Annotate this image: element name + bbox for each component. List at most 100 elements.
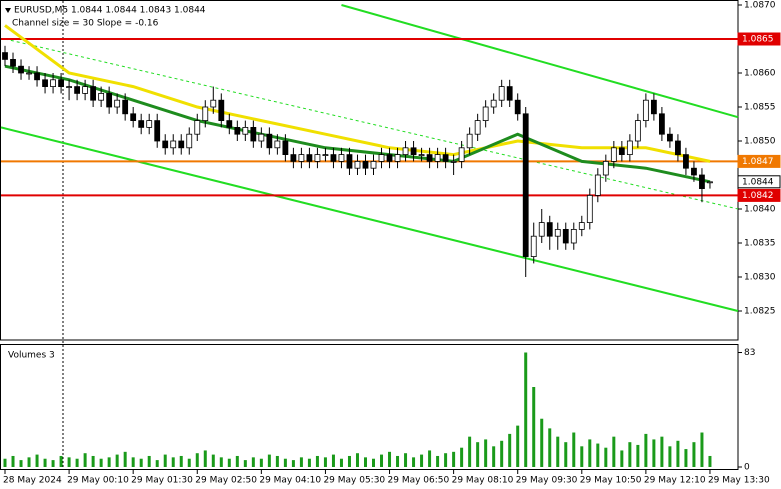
moving-average — [4, 24, 711, 163]
y-tick-label: 1.0860 — [744, 69, 776, 79]
price-level-box — [737, 175, 781, 189]
y-tick-label: 1.0840 — [744, 205, 776, 215]
x-tick-label: 29 May 02:50 — [195, 476, 257, 486]
candle-body — [618, 147, 625, 156]
candle-body — [699, 174, 705, 189]
candle-body — [394, 154, 401, 162]
candle-body — [490, 99, 497, 108]
price-level-label: 1.0844 — [742, 177, 774, 187]
candle-body — [226, 120, 233, 128]
candle-body — [170, 140, 177, 149]
x-tick-label: 29 May 04:10 — [259, 476, 321, 486]
x-tick-label: 29 May 08:10 — [452, 476, 514, 486]
candle-body — [154, 120, 161, 142]
candle-body — [610, 147, 617, 162]
candle-body — [138, 120, 145, 128]
candle-body — [90, 86, 97, 101]
candle-body — [282, 140, 289, 155]
candle-body — [602, 160, 609, 176]
candle-body — [242, 127, 249, 135]
y-tick-label: 1.0855 — [744, 103, 776, 113]
x-tick-label: 29 May 13:30 — [708, 476, 770, 486]
candle-body — [146, 120, 153, 128]
candle-body — [306, 154, 313, 162]
candle-body — [410, 147, 417, 156]
candle-body — [322, 154, 329, 157]
x-tick-label: 29 May 06:50 — [388, 476, 450, 486]
candle-body — [330, 154, 337, 162]
candle-body — [586, 194, 593, 223]
candle-body — [114, 99, 121, 108]
candle-body — [683, 154, 689, 169]
candle-body — [362, 160, 369, 169]
candle-body — [530, 235, 537, 257]
candle-body — [506, 86, 513, 101]
candle-body — [250, 127, 257, 142]
candle-body — [26, 72, 32, 75]
candle-body — [162, 140, 169, 149]
candle-body — [74, 86, 81, 94]
candle-body — [50, 79, 56, 88]
candle-body — [314, 154, 321, 162]
candle-body — [370, 160, 377, 169]
candle-body — [354, 160, 361, 169]
candle-body — [442, 154, 449, 162]
candle-body — [106, 93, 113, 108]
candle-body — [186, 133, 193, 149]
price-level-label: 1.0847 — [742, 157, 774, 167]
candle-body — [18, 65, 24, 74]
price-level-box — [737, 188, 781, 202]
candle-body — [2, 52, 8, 60]
candle-body — [626, 140, 633, 155]
candle-body — [10, 59, 16, 67]
x-tick-label: 29 May 12:10 — [644, 476, 706, 486]
candle-body — [434, 154, 441, 162]
candle-body — [522, 113, 529, 258]
channel-line — [0, 126, 739, 312]
candle-body — [274, 140, 281, 149]
y-tick-label: 1.0835 — [744, 239, 776, 249]
candle-body — [82, 86, 89, 94]
x-tick-label: 29 May 05:30 — [323, 476, 385, 486]
price-level-label: 1.0842 — [742, 191, 774, 201]
candle-body — [178, 140, 185, 149]
candle-body — [474, 120, 481, 135]
candle-body — [658, 113, 665, 135]
volume-y-tick-label: 83 — [744, 348, 755, 358]
candle-body — [122, 99, 129, 115]
candle-body — [210, 99, 217, 108]
candle-body — [650, 99, 657, 115]
candle-body — [202, 106, 209, 121]
candle-body — [562, 228, 569, 244]
price-level-box — [737, 32, 781, 46]
candle-body — [386, 154, 393, 162]
candle-body — [98, 93, 105, 101]
candle-body — [707, 181, 713, 184]
channel-line — [341, 4, 739, 119]
candle-body — [675, 140, 681, 155]
candle-body — [554, 228, 561, 237]
y-tick-label: 1.0850 — [744, 137, 776, 147]
y-tick-label: 1.0825 — [744, 307, 776, 317]
candle-body — [258, 133, 265, 142]
candle-body — [546, 222, 553, 237]
candle-body — [338, 154, 345, 162]
candle-body — [667, 133, 673, 142]
x-tick-label: 29 May 01:30 — [131, 476, 193, 486]
candle-body — [458, 147, 465, 162]
candle-body — [482, 106, 489, 121]
candle-body — [266, 133, 273, 149]
candle-body — [290, 154, 297, 162]
candle-body — [298, 154, 305, 162]
candle-body — [426, 154, 433, 162]
x-tick-label: 28 May 2024 — [3, 476, 62, 486]
chart-subtitle: Channel size = 30 Slope = -0.16 — [12, 19, 159, 29]
candle-body — [58, 79, 64, 88]
candle-body — [594, 174, 601, 196]
candle-body — [418, 154, 425, 157]
candle-body — [378, 154, 385, 162]
candle-body — [691, 167, 697, 176]
candle-body — [194, 120, 201, 135]
